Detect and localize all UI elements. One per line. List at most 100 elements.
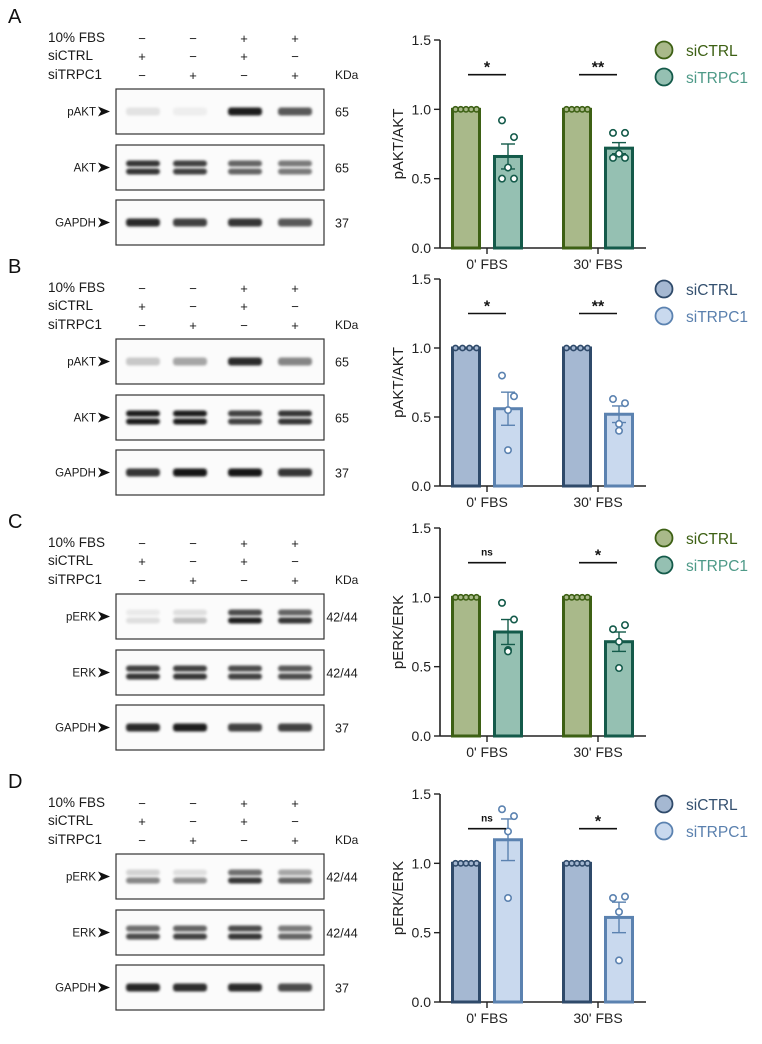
condition-sign: + bbox=[291, 31, 299, 46]
bar-sictrl bbox=[562, 107, 592, 250]
molecular-weight: 37 bbox=[335, 982, 349, 996]
data-point bbox=[563, 344, 570, 352]
condition-label: 10% FBS bbox=[48, 795, 105, 810]
y-tick-label: 0.0 bbox=[412, 994, 432, 1010]
protein-band bbox=[228, 723, 262, 732]
data-point bbox=[503, 893, 512, 902]
protein-band bbox=[173, 869, 207, 876]
protein-band bbox=[228, 168, 262, 175]
data-point bbox=[503, 406, 512, 415]
data-point bbox=[614, 956, 623, 965]
condition-sign: + bbox=[189, 318, 197, 333]
data-point bbox=[620, 892, 629, 901]
protein-band bbox=[126, 665, 160, 672]
protein-band bbox=[228, 665, 262, 672]
protein-band bbox=[126, 218, 160, 227]
data-point bbox=[568, 105, 576, 113]
data-point bbox=[614, 907, 623, 916]
condition-sign: − bbox=[291, 814, 299, 829]
molecular-weight: 42/44 bbox=[326, 927, 357, 941]
data-point bbox=[497, 371, 506, 380]
protein-band bbox=[126, 357, 160, 366]
y-tick-label: 1.5 bbox=[412, 271, 432, 287]
legend-label: siCTRL bbox=[686, 43, 738, 60]
y-axis-label: pERK/ERK bbox=[390, 595, 407, 669]
condition-sign: − bbox=[291, 299, 299, 314]
arrowhead-icon bbox=[98, 667, 110, 678]
x-tick-label: 0' FBS bbox=[466, 494, 508, 510]
bar-sictrl bbox=[562, 346, 592, 488]
condition-sign: − bbox=[189, 31, 197, 46]
protein-band bbox=[278, 418, 312, 425]
arrowhead-icon bbox=[98, 982, 110, 993]
arrowhead-icon bbox=[98, 927, 110, 938]
condition-sign: − bbox=[189, 554, 197, 569]
protein-band bbox=[173, 410, 207, 417]
blot-row-erk: ERK 42/44 bbox=[72, 909, 358, 956]
blot-row-label: pAKT bbox=[67, 107, 96, 119]
protein-band bbox=[278, 617, 312, 624]
legend-swatch bbox=[654, 528, 674, 548]
protein-band bbox=[228, 877, 262, 884]
y-tick-label: 1.5 bbox=[412, 520, 432, 536]
legend: siCTRL siTRPC1 bbox=[654, 40, 748, 87]
protein-band bbox=[173, 160, 207, 167]
protein-band bbox=[126, 869, 160, 876]
data-point bbox=[509, 812, 518, 821]
data-point bbox=[459, 344, 466, 352]
legend-label: siTRPC1 bbox=[686, 70, 748, 87]
significance-label: * bbox=[595, 548, 602, 565]
condition-sign: − bbox=[240, 68, 248, 83]
arrowhead-icon bbox=[98, 356, 110, 367]
data-point bbox=[573, 593, 581, 601]
condition-sign: − bbox=[189, 299, 197, 314]
protein-band bbox=[278, 723, 312, 732]
blot-row-label: pAKT bbox=[67, 357, 96, 369]
data-point bbox=[573, 105, 581, 113]
condition-label: siTRPC1 bbox=[48, 572, 102, 587]
data-point bbox=[457, 859, 465, 867]
condition-sign: + bbox=[138, 814, 146, 829]
bar-sictrl bbox=[451, 346, 481, 488]
protein-band bbox=[173, 925, 207, 932]
panel-letter: A bbox=[8, 6, 22, 28]
data-point bbox=[584, 344, 591, 352]
condition-label: siTRPC1 bbox=[48, 317, 102, 332]
condition-label: 10% FBS bbox=[48, 535, 105, 550]
panel-c: C 10% FBS − − + + siCTRL + − + − siTRPC1 − + − + KDa pERK… bbox=[8, 511, 748, 760]
data-point bbox=[462, 105, 470, 113]
condition-sign: + bbox=[189, 573, 197, 588]
blot-row-label: AKT bbox=[74, 413, 96, 425]
condition-sign: − bbox=[138, 536, 146, 551]
legend-swatch bbox=[654, 306, 674, 326]
blot-membrane bbox=[115, 144, 325, 191]
blot-membrane bbox=[115, 909, 325, 956]
arrowhead-icon bbox=[98, 412, 110, 423]
condition-label: siTRPC1 bbox=[48, 67, 102, 82]
condition-sign: − bbox=[189, 49, 197, 64]
protein-band bbox=[126, 160, 160, 167]
arrowhead-icon bbox=[98, 162, 110, 173]
blot-row-label: pERK bbox=[66, 872, 96, 884]
data-point bbox=[452, 593, 459, 601]
arrowhead-icon bbox=[98, 871, 110, 882]
panel-b: B 10% FBS − − + + siCTRL + − + − siTRPC1 − + − + KDa pAKT… bbox=[8, 256, 748, 510]
data-point bbox=[620, 621, 629, 630]
blot-membrane bbox=[115, 649, 325, 696]
protein-band bbox=[278, 933, 312, 940]
protein-band bbox=[278, 168, 312, 175]
y-axis-label: pERK/ERK bbox=[390, 861, 407, 935]
blot-row-label: GAPDH bbox=[55, 468, 96, 480]
condition-sign: − bbox=[138, 31, 146, 46]
protein-band bbox=[278, 107, 312, 116]
protein-band bbox=[173, 933, 207, 940]
x-tick-label: 0' FBS bbox=[466, 256, 508, 272]
data-point bbox=[457, 105, 465, 113]
y-tick-label: 0.5 bbox=[412, 409, 432, 425]
protein-band bbox=[173, 218, 207, 227]
data-point bbox=[608, 893, 617, 902]
data-point bbox=[503, 827, 512, 836]
significance-label: * bbox=[484, 299, 491, 316]
bar-chart: 0.0 0.5 1.0 1.5 pERK/ERK 0' FBS ns 30' FBS * siCT… bbox=[390, 786, 748, 1026]
